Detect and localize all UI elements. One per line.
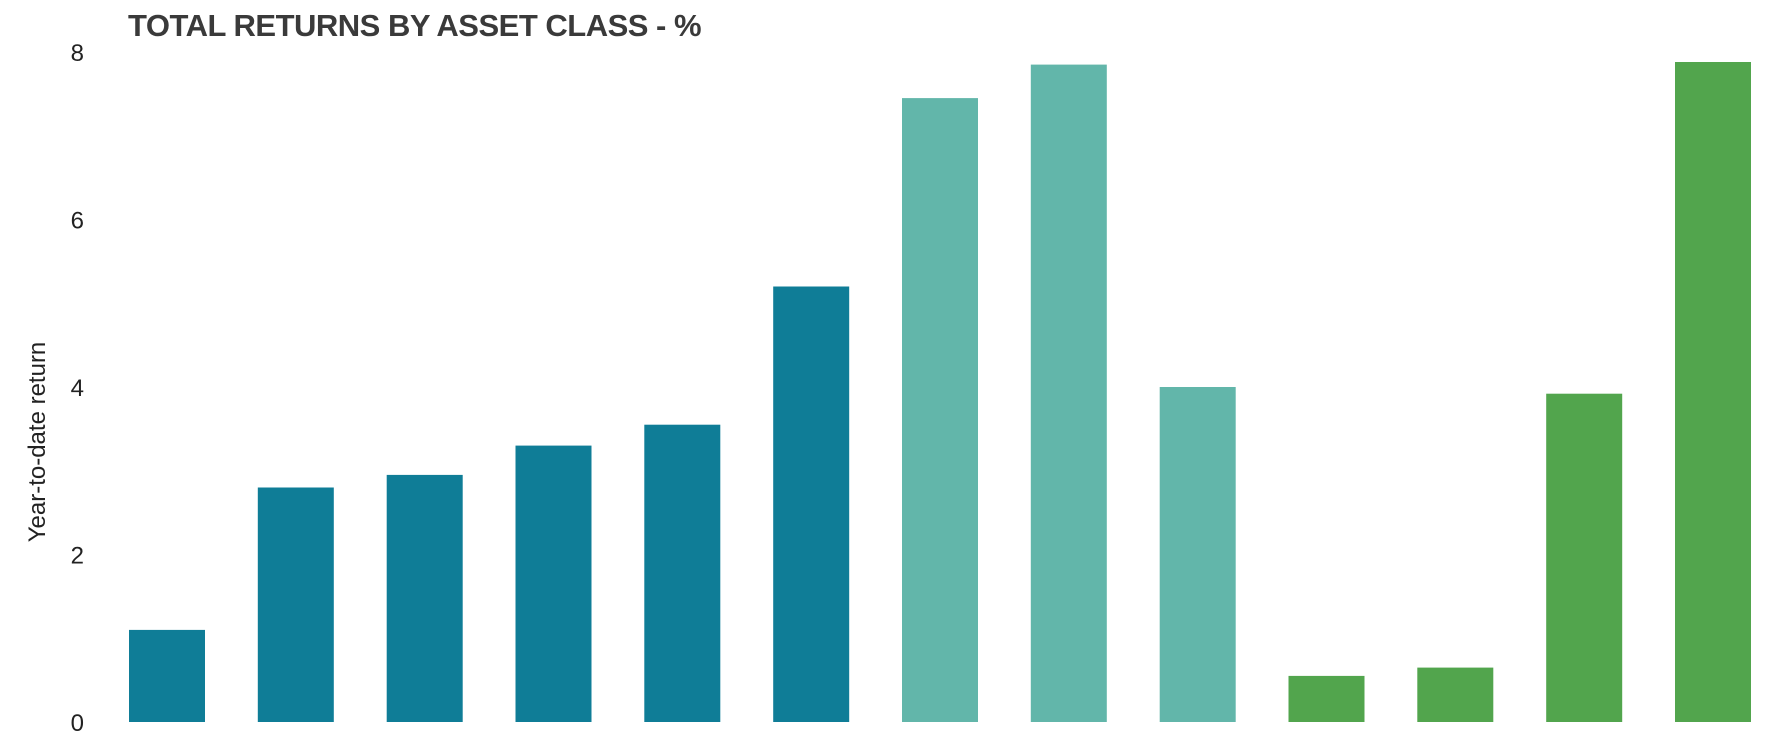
bars <box>129 62 1751 723</box>
bar <box>1030 64 1107 723</box>
bar <box>1288 675 1365 722</box>
bar <box>515 445 592 722</box>
y-tick-label: 0 <box>71 710 84 734</box>
bar <box>1675 62 1751 722</box>
bar <box>129 629 205 722</box>
bar <box>386 474 463 722</box>
y-axis-ticks: 0 2 4 6 8 <box>71 40 84 734</box>
y-tick-label: 6 <box>71 208 84 235</box>
bar <box>1417 667 1494 722</box>
bar <box>644 424 721 722</box>
y-tick-label: 8 <box>71 40 84 67</box>
y-axis-label: Year-to-date return <box>24 342 51 543</box>
bar <box>1159 387 1236 722</box>
bar <box>773 286 850 722</box>
bar <box>1546 393 1623 722</box>
bar <box>902 98 978 723</box>
y-tick-label: 4 <box>71 375 84 402</box>
y-tick-label: 2 <box>71 543 84 570</box>
bar <box>257 487 334 722</box>
chart-title: TOTAL RETURNS BY ASSET CLASS - % <box>128 8 702 43</box>
